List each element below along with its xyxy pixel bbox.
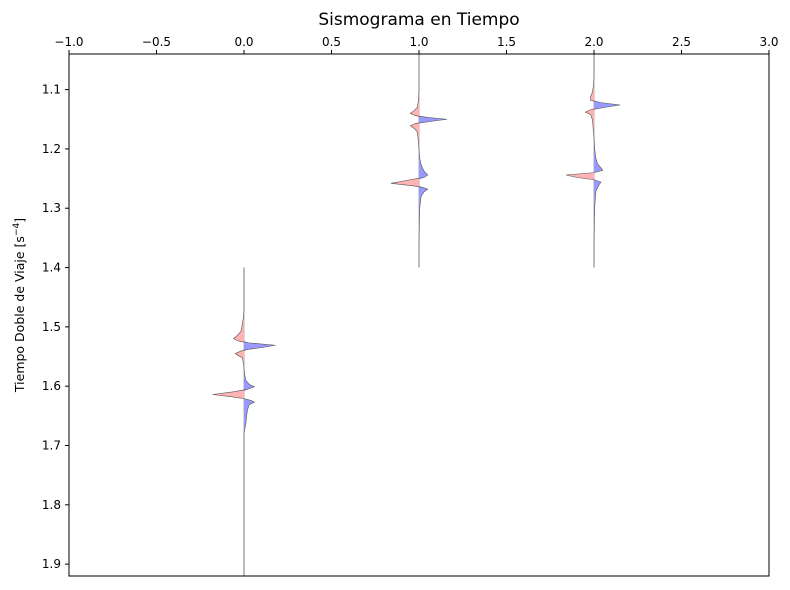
- x-tick-label: 0.5: [322, 35, 341, 49]
- y-tick-label: 1.8: [42, 498, 61, 512]
- x-tick-label: 2.5: [672, 35, 691, 49]
- seismic-trace-1: [390, 54, 448, 268]
- seismic-trace-2: [565, 54, 621, 268]
- y-tick-label: 1.3: [42, 201, 61, 215]
- y-tick-label: 1.4: [42, 261, 61, 275]
- x-tick-label: 3.0: [759, 35, 778, 49]
- y-axis-label: Tiempo Doble de Viaje [s−4]: [12, 218, 27, 393]
- seismic-trace-0: [212, 267, 276, 576]
- waveform-line: [565, 54, 621, 268]
- x-tick-label: 0.0: [234, 35, 253, 49]
- y-axis-label-exponent: −4: [12, 223, 22, 237]
- y-tick-label: 1.7: [42, 439, 61, 453]
- plot-area: [212, 54, 621, 576]
- y-axis-label-suffix: ]: [12, 218, 27, 223]
- y-tick-label: 1.9: [42, 557, 61, 571]
- y-tick-label: 1.5: [42, 320, 61, 334]
- x-tick-label: −0.5: [142, 35, 171, 49]
- y-axis-ticks: 1.1 1.2 1.3 1.4 1.5 1.6 1.7 1.8 1.9: [42, 83, 69, 571]
- positive-lobe-fill: [594, 54, 621, 268]
- plot-frame: [68, 53, 770, 577]
- y-tick-label: 1.1: [42, 83, 61, 97]
- waveform-line: [212, 267, 276, 576]
- x-tick-label: 2.0: [584, 35, 603, 49]
- chart-title: Sismograma en Tiempo: [318, 10, 519, 30]
- y-axis-label-text: Tiempo Doble de Viaje [s: [12, 236, 27, 393]
- x-tick-label: −1.0: [54, 35, 83, 49]
- x-tick-label: 1.5: [497, 35, 516, 49]
- x-tick-label: 1.0: [409, 35, 428, 49]
- y-tick-label: 1.6: [42, 379, 61, 393]
- x-axis-ticks: −1.0 −0.5 0.0 0.5 1.0 1.5 2.0 2.5 3.0: [54, 35, 779, 54]
- waveform-line: [390, 54, 448, 268]
- y-tick-label: 1.2: [42, 142, 61, 156]
